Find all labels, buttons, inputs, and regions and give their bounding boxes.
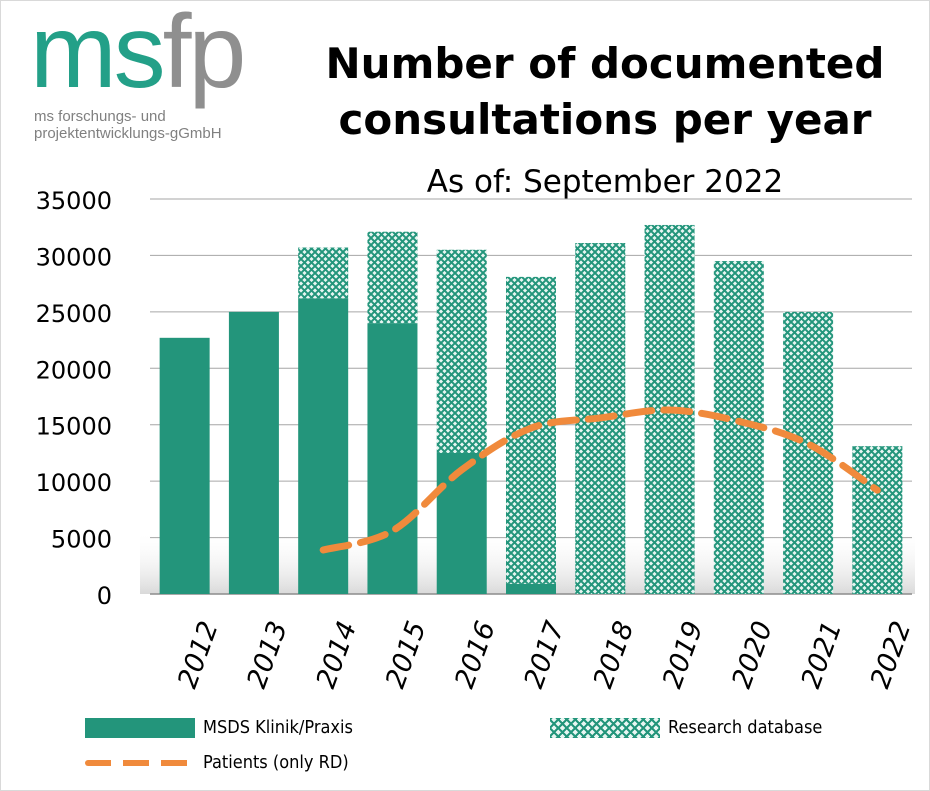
logo-sub-line1: ms forschungs- und [34, 108, 166, 125]
bar-msds [506, 583, 556, 594]
x-tick-label: 2015 [380, 617, 433, 692]
legend-item-research: Research database [550, 717, 822, 738]
bar-research [298, 247, 349, 299]
chart-title: Number of documented consultations per y… [325, 39, 885, 144]
legend-swatch-dashed [85, 759, 195, 766]
bar-msds [228, 311, 279, 594]
logo-sub-line2: projektentwicklungs-gGmbH [34, 125, 222, 142]
bar-research [852, 446, 903, 594]
x-tick-label: 2018 [588, 617, 641, 692]
logo-wordmark: msfp [30, 0, 246, 104]
logo-fp: fp [162, 0, 247, 110]
x-tick-label: 2017 [518, 617, 571, 692]
logo-subtitle: ms forschungs- und projektentwicklungs-g… [34, 108, 222, 142]
legend-item-msds: MSDS Klinik/Praxis [85, 717, 353, 738]
legend-swatch-hatched [550, 717, 660, 738]
x-tick-label: 2016 [449, 617, 502, 692]
patients-line [319, 406, 881, 554]
legend-label-research: Research database [668, 717, 823, 738]
legend-label-patients: Patients (only RD) [203, 752, 349, 773]
chart-subtitle: As of: September 2022 [426, 164, 784, 200]
y-tick-label: 5000 [51, 526, 112, 554]
x-tick-label: 2013 [241, 617, 294, 692]
x-tick-label: 2019 [657, 617, 710, 692]
bar-research [436, 249, 487, 453]
y-tick-label: 10000 [36, 469, 112, 497]
x-tick-label: 2012 [172, 617, 225, 692]
y-tick-label: 0 [97, 582, 112, 610]
bar-msds [436, 452, 487, 594]
y-tick-label: 20000 [36, 356, 112, 384]
y-tick-label: 15000 [36, 413, 112, 441]
x-tick-label: 2021 [796, 617, 849, 692]
logo-ms: ms [30, 0, 166, 110]
legend-swatch-solid [85, 717, 195, 738]
bar-msds [159, 337, 210, 594]
x-tick-label: 2022 [865, 617, 918, 692]
x-tick-label: 2020 [726, 617, 779, 692]
legend-label-msds: MSDS Klinik/Praxis [203, 717, 353, 738]
x-tick-label: 2014 [311, 617, 364, 692]
bar-research [367, 231, 418, 324]
msfp-logo: msfp ms forschungs- und projektentwicklu… [30, 0, 265, 152]
y-tick-label: 30000 [36, 243, 112, 271]
y-tick-label: 25000 [36, 300, 112, 328]
bar-msds [367, 323, 418, 594]
legend-item-patients: Patients (only RD) [85, 752, 349, 773]
y-tick-label: 35000 [36, 187, 112, 215]
